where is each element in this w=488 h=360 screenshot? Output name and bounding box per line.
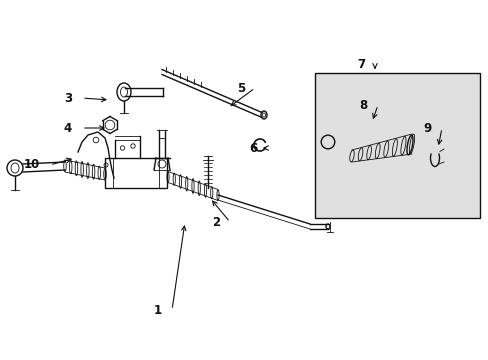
Text: 4: 4 [63,122,72,135]
Text: 1: 1 [154,303,162,316]
Bar [105,158,167,188]
Text: 6: 6 [249,141,258,154]
Text: 3: 3 [64,91,72,104]
Text: 9: 9 [423,122,431,135]
Text: 2: 2 [211,216,220,229]
Text: 7: 7 [356,58,364,72]
Bar [314,73,479,218]
Text: 10: 10 [24,158,40,171]
Text: 5: 5 [236,81,244,94]
Text: 8: 8 [359,99,367,112]
